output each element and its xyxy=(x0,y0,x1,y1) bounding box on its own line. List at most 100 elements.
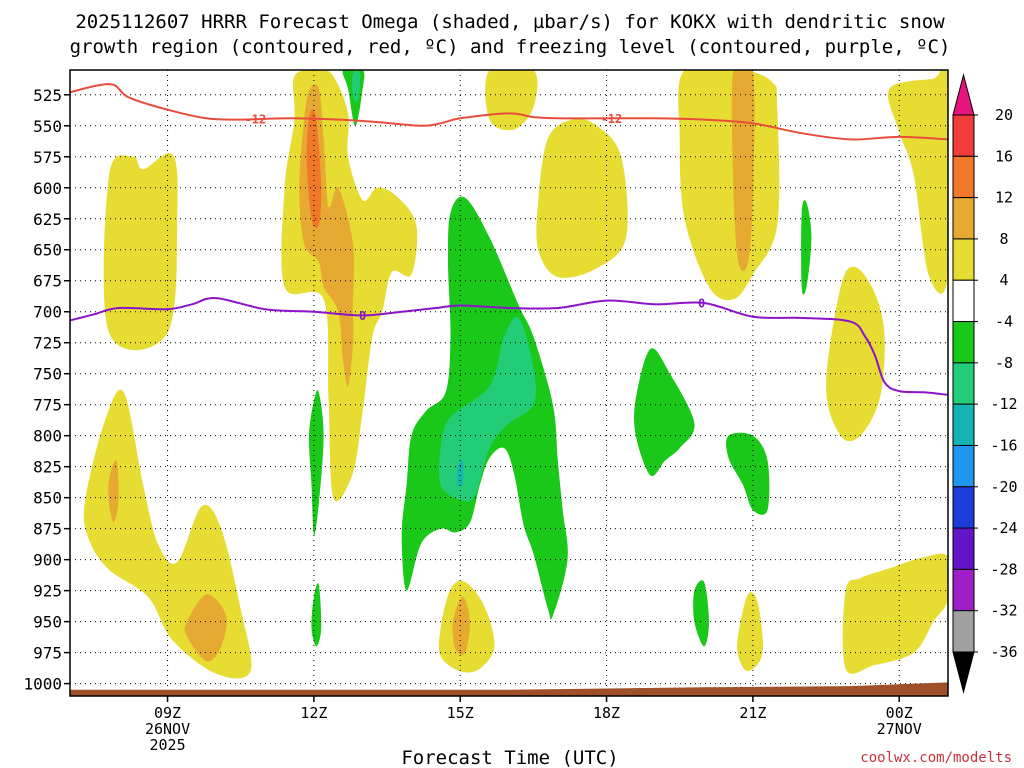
colorbar-bin xyxy=(952,197,975,240)
omega-region-0 xyxy=(103,152,178,351)
omega-region-14 xyxy=(452,596,471,655)
colorbar-label: -4 xyxy=(995,313,1013,331)
colorbar-label: -16 xyxy=(990,436,1017,454)
colorbar-label: -8 xyxy=(995,354,1013,372)
omega-region-6 xyxy=(888,70,948,294)
y-tick-label: 700 xyxy=(33,303,62,322)
terrain-fill xyxy=(70,682,948,696)
x-tick-label: 26NOV xyxy=(145,720,190,738)
colorbar-label: 12 xyxy=(995,189,1013,207)
y-tick-label: 1000 xyxy=(23,675,62,694)
y-tick-label: 975 xyxy=(33,644,62,663)
colorbar-bin xyxy=(952,486,975,529)
colorbar-bin xyxy=(952,568,975,612)
colorbar-label: -20 xyxy=(990,478,1017,496)
y-tick-label: 725 xyxy=(33,334,62,353)
y-tick-label: 675 xyxy=(33,272,62,291)
omega-region-25 xyxy=(352,70,361,103)
colorbar: 20 16 12 8 4 -4 -8 -12 -16 -20 -24 -28 -32 -36 xyxy=(952,73,1018,694)
colorbar-bin xyxy=(952,527,975,570)
dendritic-contour-label: -12 xyxy=(245,113,267,127)
colorbar-label: -12 xyxy=(990,395,1017,413)
colorbar-bottom-arrow xyxy=(952,651,975,694)
x-tick-label: 00Z xyxy=(886,704,913,722)
colorbar-bin xyxy=(952,403,975,446)
omega-region-24 xyxy=(693,580,709,647)
colorbar-label: 4 xyxy=(999,271,1008,289)
omega-region-20 xyxy=(311,583,322,647)
plot-frame xyxy=(69,69,949,697)
x-tick-label: 27NOV xyxy=(877,720,922,738)
colorbar-bin xyxy=(952,279,975,323)
y-tick-label: 625 xyxy=(33,210,62,229)
y-tick-label: 950 xyxy=(33,613,62,632)
colorbar-bin xyxy=(952,444,975,488)
dendritic-contour-label: -12 xyxy=(601,112,623,126)
y-axis-ticks: 525 550 575 600 625 650 675 700 725 750 775 800 825 8… xyxy=(23,86,70,694)
y-tick-label: 900 xyxy=(33,551,62,570)
colorbar-label: 16 xyxy=(995,147,1013,165)
colorbar-bin xyxy=(952,155,975,199)
colorbar-label: -24 xyxy=(990,519,1017,537)
y-tick-label: 600 xyxy=(33,179,62,198)
omega-region-26 xyxy=(438,316,536,502)
omega-region-27 xyxy=(457,459,464,487)
omega-region-12 xyxy=(731,70,755,272)
y-tick-label: 800 xyxy=(33,427,62,446)
omega-region-22 xyxy=(726,432,770,515)
freezing-level-contour-label: 0 xyxy=(698,297,705,311)
terrain-surface xyxy=(70,682,948,696)
colorbar-label: -28 xyxy=(990,560,1017,578)
x-tick-label: 15Z xyxy=(447,704,474,722)
chart-title-line-1: 2025112607 HRRR Forecast Omega (shaded, … xyxy=(75,11,945,33)
colorbar-bin xyxy=(952,610,975,653)
dendritic-contour-line xyxy=(70,83,948,141)
y-tick-label: 525 xyxy=(33,86,62,105)
colorbar-bin xyxy=(952,362,975,405)
y-tick-label: 550 xyxy=(33,117,62,136)
y-tick-label: 575 xyxy=(33,148,62,167)
colorbar-label: -36 xyxy=(990,643,1017,661)
x-tick-label: 12Z xyxy=(300,704,327,722)
omega-region-19 xyxy=(308,390,324,536)
x-tick-label: 21Z xyxy=(739,704,766,722)
omega-region-15 xyxy=(108,460,119,523)
omega-region-8 xyxy=(842,553,948,674)
colorbar-bin xyxy=(952,238,975,281)
omega-region-3 xyxy=(485,70,538,131)
x-axis-title: Forecast Time (UTC) xyxy=(401,747,618,768)
credit-text: coolwx.com/modelts xyxy=(860,750,1012,766)
x-tick-label: 18Z xyxy=(593,704,620,722)
colorbar-label: 8 xyxy=(999,230,1008,248)
omega-region-23 xyxy=(801,200,812,295)
colorbar-bin xyxy=(952,321,975,364)
omega-shading xyxy=(83,70,948,679)
omega-region-10 xyxy=(737,592,764,672)
y-tick-label: 850 xyxy=(33,489,62,508)
chart-title-line-2: growth region (contoured, red, ºC) and f… xyxy=(70,36,951,58)
chart-title: 2025112607 HRRR Forecast Omega (shaded, … xyxy=(70,11,951,58)
y-tick-label: 875 xyxy=(33,520,62,539)
y-tick-label: 925 xyxy=(33,582,62,601)
omega-region-21 xyxy=(634,348,695,477)
x-tick-label: 2025 xyxy=(149,736,185,754)
y-tick-label: 825 xyxy=(33,458,62,477)
colorbar-label: 20 xyxy=(995,106,1013,124)
y-tick-label: 650 xyxy=(33,241,62,260)
omega-region-7 xyxy=(826,266,885,442)
contour-lines: -12 -12 0 0 xyxy=(70,83,948,396)
y-tick-label: 750 xyxy=(33,365,62,384)
freezing-level-contour-line xyxy=(70,297,948,396)
x-tick-label: 09Z xyxy=(154,704,181,722)
omega-region-13 xyxy=(184,594,227,662)
colorbar-bin xyxy=(952,114,975,157)
omega-region-16 xyxy=(306,109,322,229)
y-tick-label: 775 xyxy=(33,396,62,415)
omega-region-4 xyxy=(536,118,628,278)
colorbar-label: -32 xyxy=(990,602,1017,620)
omega-region-5 xyxy=(678,70,780,301)
colorbar-top-arrow xyxy=(952,73,975,116)
freezing-level-contour-label: 0 xyxy=(359,309,366,323)
